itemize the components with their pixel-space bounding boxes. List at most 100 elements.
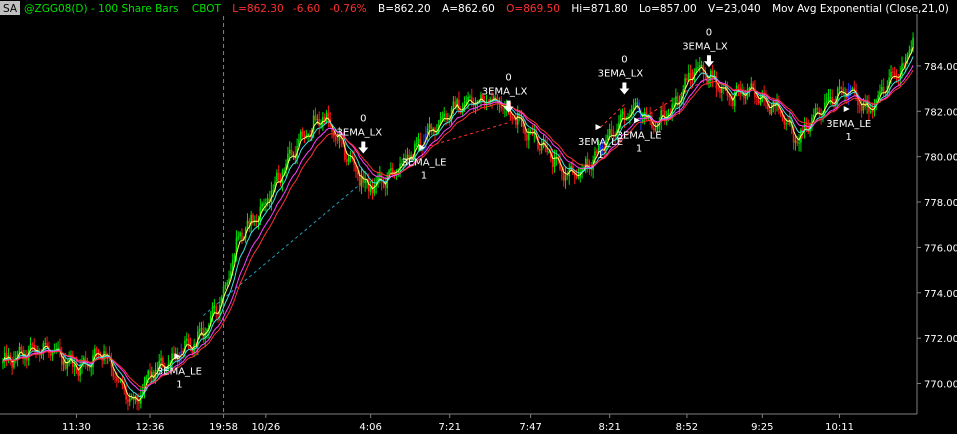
price-bar [14, 351, 17, 364]
price-bar-body [86, 364, 89, 367]
price-bar-body [94, 348, 96, 356]
price-bar-body [469, 96, 471, 98]
signal-qty: 1 [846, 132, 852, 143]
price-bar-body [250, 214, 252, 224]
price-bar-body [246, 220, 249, 229]
price-bar [562, 166, 565, 187]
price-bar [789, 110, 791, 127]
price-bar [498, 97, 501, 113]
down-arrow-icon [703, 55, 714, 68]
price-bar-body [347, 157, 350, 162]
price-bar-body [630, 109, 633, 116]
price-bar [721, 83, 723, 102]
price-bar-body [5, 352, 8, 360]
price-bar-body [222, 286, 225, 298]
price-bar [263, 198, 265, 212]
price-bar-body [88, 366, 91, 368]
price-bar-body [770, 107, 773, 115]
price-bar-body [575, 175, 578, 178]
price-bar-body [231, 259, 234, 272]
price-bar-body [408, 154, 411, 159]
price-bar [803, 117, 806, 139]
header-badge-box[interactable] [0, 1, 20, 15]
price-bar [187, 333, 190, 350]
price-bar-body [410, 155, 412, 159]
price-bar [452, 96, 455, 115]
price-bar-body [502, 108, 504, 110]
price-bar-body [103, 351, 105, 361]
price-bar-body [706, 74, 708, 84]
entry-marker-icon [843, 106, 850, 113]
price-bar [901, 56, 903, 79]
price-bar-body [458, 99, 460, 113]
price-bar-body [697, 67, 699, 69]
price-bar [323, 113, 326, 125]
price-bar [369, 181, 372, 196]
header-symbol: @ZGG08(D) - 100 Share Bars [24, 3, 179, 15]
price-bar-body [654, 128, 657, 131]
price-bar-body [524, 126, 526, 135]
x-tick-label: 8:52 [676, 422, 698, 433]
price-bar-body [121, 380, 124, 386]
signal-qty: 0 [505, 73, 511, 84]
price-bar-body [651, 118, 653, 128]
price-bar-body [792, 126, 795, 143]
price-bar [787, 115, 789, 125]
price-bar [553, 149, 556, 173]
price-bar-body [526, 134, 528, 141]
price-bar-body [840, 87, 843, 89]
price-bar-body [162, 357, 164, 367]
price-bar-body [634, 102, 637, 108]
price-bar [265, 198, 267, 212]
price-bar-body [743, 92, 745, 99]
price-bar-body [513, 118, 515, 120]
price-bar-body [75, 364, 78, 371]
price-bar [31, 342, 34, 352]
price-bar-body [836, 88, 839, 101]
price-bar-body [647, 115, 650, 119]
price-bar [829, 88, 832, 105]
price-bar-body [844, 93, 846, 95]
signal-qty: 1 [421, 171, 427, 182]
price-bar-body [215, 306, 218, 314]
price-bar-body [428, 124, 431, 129]
price-bar-body [641, 120, 644, 123]
price-bar-body [636, 102, 639, 104]
price-bar-body [235, 237, 238, 256]
price-bar-body [292, 154, 295, 156]
price-bar [601, 139, 604, 155]
entry-marker-icon [595, 124, 602, 131]
signal-label: 3EMA_LE [157, 366, 202, 377]
price-bar [687, 64, 690, 82]
price-bar-body [441, 116, 444, 119]
price-bar [327, 105, 330, 128]
price-bar [127, 396, 129, 411]
price-bar-body [772, 101, 775, 108]
price-bar-body [673, 103, 675, 105]
price-bar [430, 123, 433, 136]
price-bar-body [97, 349, 100, 354]
price-bar [728, 93, 731, 106]
price-bar-body [711, 70, 714, 79]
price-bar-body [57, 347, 59, 350]
header-low: Lo=857.00 [639, 3, 697, 15]
price-bar-body [733, 91, 736, 107]
price-bar-body [233, 255, 236, 260]
price-bar-body [695, 68, 697, 72]
price-bar-body [125, 388, 127, 400]
header-badge[interactable]: SA [3, 3, 18, 15]
price-bar [527, 127, 530, 149]
price-bar-body [559, 158, 561, 170]
price-bar [853, 80, 856, 96]
signal-entry: 3EMA_LE 1 [578, 124, 623, 161]
price-bar [206, 327, 208, 339]
price-bar [73, 357, 76, 377]
price-bar-body [301, 131, 304, 136]
price-bar-body [537, 138, 539, 149]
price-bar [689, 64, 692, 87]
price-bar-body [413, 143, 416, 159]
price-bar-body [553, 158, 556, 167]
price-bar-body [849, 89, 852, 92]
price-bar-body [890, 71, 892, 78]
